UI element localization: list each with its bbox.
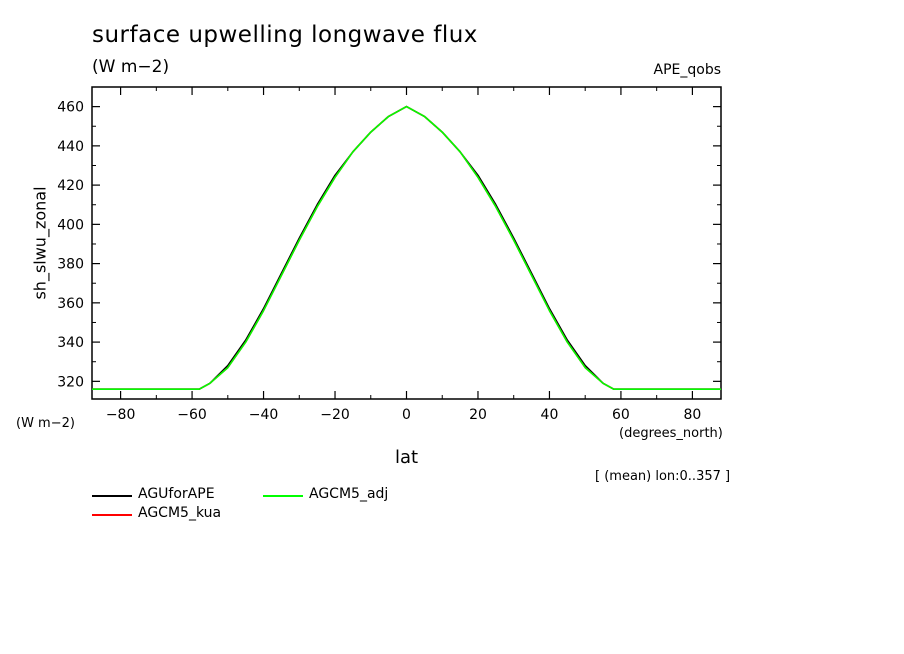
y-tick-label: 360 [57, 296, 84, 312]
y-tick-label: 400 [57, 217, 84, 233]
series-line-agcm5-kua [92, 105, 721, 391]
x-axis-label: lat [395, 447, 419, 468]
x-tick-label: 40 [541, 407, 559, 423]
legend-label: AGCM5_kua [138, 505, 222, 521]
x-tick-label: −40 [249, 407, 279, 423]
chart-units: (W m−2) [92, 57, 170, 77]
y-tick-label: 440 [57, 139, 84, 155]
series-line-aguforape [92, 105, 721, 391]
x-tick-label: −60 [177, 407, 207, 423]
x-tick-label: 20 [469, 407, 487, 423]
legend-label: AGCM5_adj [309, 486, 389, 502]
x-tick-label: −80 [106, 407, 136, 423]
x-tick-label: 60 [612, 407, 630, 423]
chart-title: surface upwelling longwave flux [92, 22, 478, 48]
y-tick-label: 340 [57, 335, 84, 351]
x-tick-label: 80 [683, 407, 701, 423]
legend-swatch [263, 495, 303, 497]
axis-ticks [92, 87, 721, 399]
y-tick-label: 320 [57, 374, 84, 390]
legend-swatch [92, 495, 132, 497]
averaging-note: [ (mean) lon:0..357 ] [595, 469, 731, 484]
x-tick-label: −20 [320, 407, 350, 423]
plot-frame [91, 86, 722, 400]
series-lines [92, 105, 721, 391]
x-tick-label: 0 [402, 407, 411, 423]
x-axis-units: (degrees_north) [619, 426, 723, 441]
tick-labels: −80 −60 −40 −20 0 20 40 60 80 320 340 360 380 400 420 4… [57, 100, 701, 423]
legend-swatch [92, 514, 132, 516]
case-label: APE_qobs [653, 62, 722, 78]
y-axis-label: sh_slwu_zonal [30, 186, 50, 300]
y-tick-label: 460 [57, 100, 84, 116]
y-axis-units: (W m−2) [16, 416, 75, 431]
y-tick-label: 380 [57, 257, 84, 273]
series-line-agcm5-adj [92, 105, 721, 391]
legend-label: AGUforAPE [138, 486, 215, 502]
y-tick-label: 420 [57, 178, 84, 194]
